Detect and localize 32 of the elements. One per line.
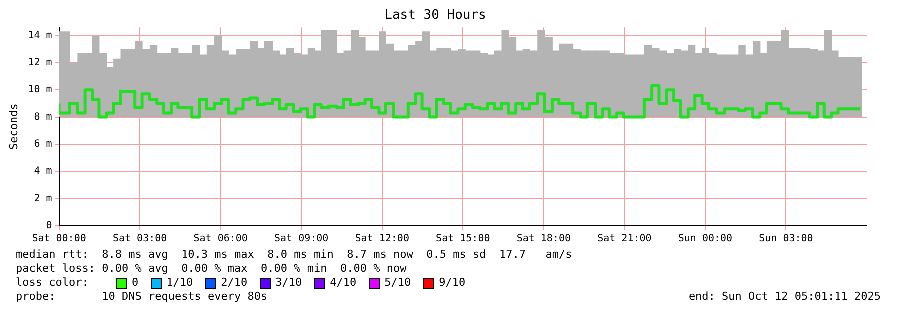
x-tick-label: Sun 00:00 [678, 234, 733, 245]
y-tick-label: 4 m [34, 166, 52, 178]
x-tick-label: Sat 00:00 [32, 234, 86, 245]
chart-title: Last 30 Hours [384, 8, 486, 24]
y-tick-label: 12 m [28, 58, 52, 69]
x-tick-label: Sun 03:00 [759, 234, 814, 245]
y-tick-label: 8 m [34, 112, 52, 123]
y-tick-label: 14 m [28, 30, 52, 42]
x-tick-label: Sat 15:00 [436, 234, 490, 245]
text: probe: 10 DNS requests every 80s [16, 290, 268, 304]
x-tick-label: Sat 06:00 [194, 234, 248, 245]
x-tick-label: Sat 18:00 [516, 234, 572, 245]
text: loss color: [16, 276, 90, 290]
x-tick-label: Sat 03:00 [112, 234, 168, 245]
y-tick-label: 0 [46, 220, 52, 232]
text: 4/10 [330, 276, 357, 290]
text: 1/10 [166, 276, 194, 290]
text: 2/10 [221, 276, 248, 290]
y-tick-label: 2 m [34, 193, 52, 204]
x-tick-label: Sat 12:00 [355, 234, 410, 245]
text: 3/10 [276, 276, 302, 290]
y-tick-label: 10 m [28, 84, 52, 96]
x-tick-label: Sat 09:00 [274, 234, 329, 245]
text: end: Sun Oct 12 05:01:11 2025 [688, 290, 881, 304]
text: 5/10 [384, 276, 412, 290]
text: packet loss: 0.00 % avg 0.00 % max 0.00 % min 0.00 % now [16, 262, 408, 276]
text: 0 [132, 276, 139, 290]
text: 9/10 [439, 276, 466, 290]
text: median rtt: 8.8 ms avg 10.3 ms max 8.0 ms min 8.7 ms now 0.5 ms sd 17.7 am/s [16, 248, 574, 262]
y-axis-title: Seconds [7, 104, 20, 150]
y-tick-label: 6 m [34, 139, 52, 150]
x-tick-label: Sat 21:00 [598, 234, 652, 245]
